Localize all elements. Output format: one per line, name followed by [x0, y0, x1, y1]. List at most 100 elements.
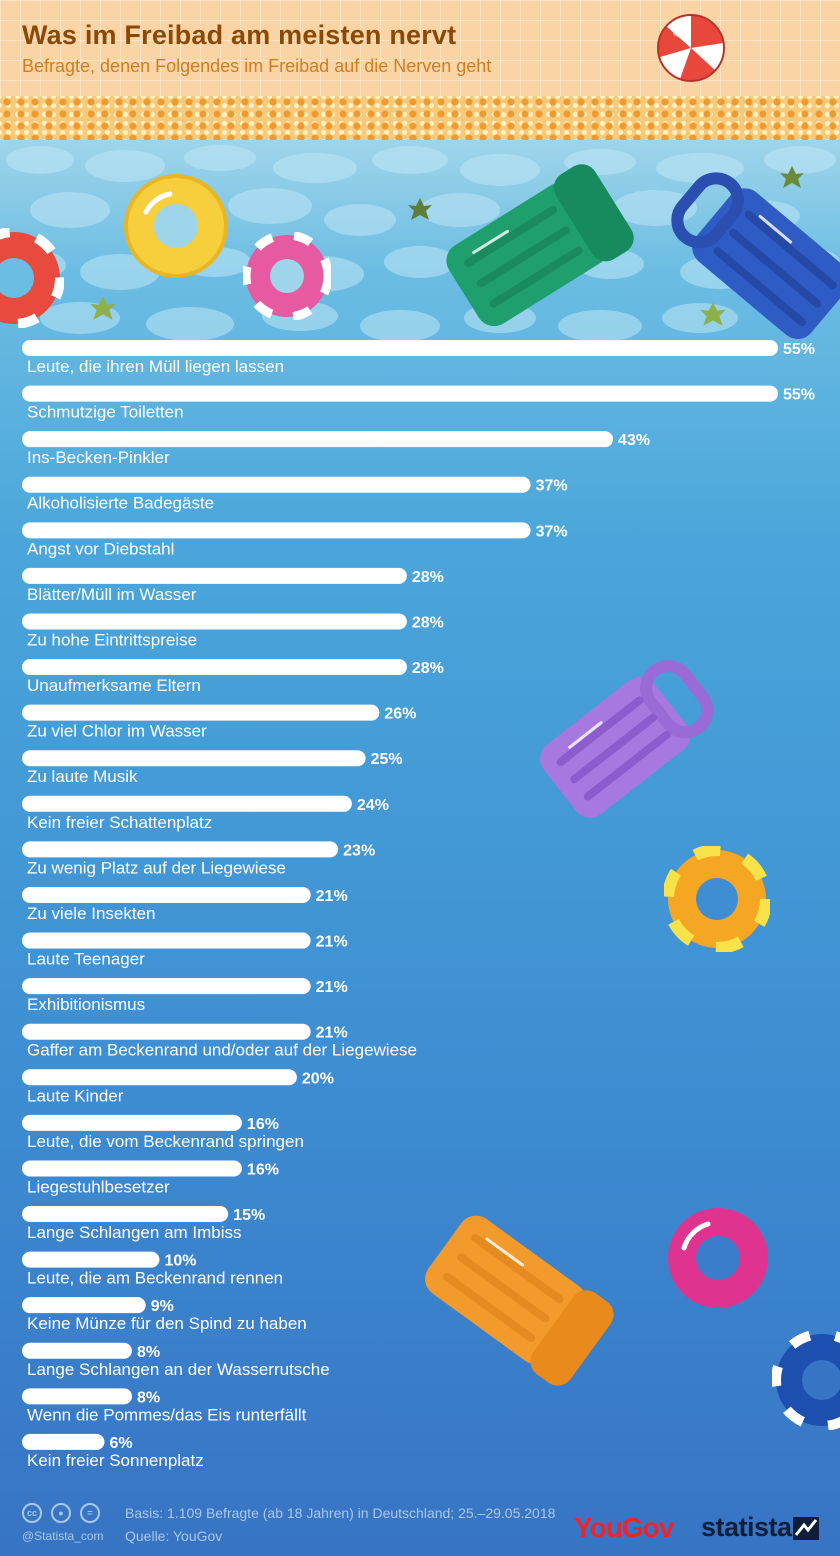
category-label-1: Schmutzige Toiletten	[27, 403, 184, 422]
category-label-14: Exhibitionismus	[27, 995, 145, 1014]
category-label-20: Leute, die am Beckenrand rennen	[27, 1269, 283, 1288]
swim-ring-blue-icon	[772, 1330, 840, 1430]
value-label-21: 9%	[151, 1298, 174, 1315]
source-note: Quelle: YouGov	[125, 1528, 223, 1544]
leaf-icon	[90, 296, 116, 320]
value-label-14: 21%	[316, 979, 348, 996]
air-mattress-orange-icon	[425, 1215, 614, 1386]
value-label-5: 28%	[412, 569, 444, 586]
value-label-4: 37%	[536, 523, 568, 540]
value-label-22: 8%	[137, 1344, 160, 1361]
value-label-15: 21%	[316, 1025, 348, 1042]
statista-logo[interactable]: statista	[701, 1512, 792, 1542]
category-label-8: Zu viel Chlor im Wasser	[27, 722, 207, 741]
value-label-17: 16%	[247, 1116, 279, 1133]
category-label-22: Lange Schlangen an der Wasserrutsche	[27, 1360, 330, 1379]
bar-17	[22, 1114, 242, 1131]
category-label-19: Lange Schlangen am Imbiss	[27, 1223, 242, 1242]
swim-ring-yellow-icon	[124, 174, 228, 278]
leaf-icon	[408, 198, 432, 220]
value-label-24: 6%	[109, 1435, 132, 1452]
value-label-6: 28%	[412, 614, 444, 631]
value-label-7: 28%	[412, 660, 444, 677]
swim-ring-magenta-icon	[668, 1208, 768, 1308]
no-derivatives-icon: =	[80, 1503, 100, 1523]
bar-7	[22, 659, 407, 676]
swim-ring-orange-icon	[664, 846, 770, 952]
cc-icon: cc	[22, 1503, 42, 1523]
category-label-23: Wenn die Pommes/das Eis runterfällt	[27, 1405, 307, 1424]
category-label-13: Laute Teenager	[27, 950, 145, 969]
air-mattress-purple-icon	[540, 660, 714, 818]
header-tiles: Was im Freibad am meisten nervt Befragte…	[0, 0, 840, 100]
leaf-icon	[780, 166, 804, 188]
category-label-9: Zu laute Musik	[27, 767, 138, 786]
bar-23	[22, 1388, 132, 1405]
category-label-16: Laute Kinder	[27, 1086, 124, 1105]
bar-10	[22, 795, 352, 812]
category-label-15: Gaffer am Beckenrand und/oder auf der Li…	[27, 1041, 417, 1060]
bar-11	[22, 841, 339, 858]
category-label-18: Liegestuhlbesetzer	[27, 1177, 170, 1196]
statista-handle[interactable]: @Statista_com	[22, 1529, 104, 1543]
category-label-2: Ins-Becken-Pinkler	[27, 448, 170, 467]
bar-22	[22, 1342, 132, 1359]
bar-12	[22, 886, 311, 903]
value-label-0: 55%	[783, 341, 815, 358]
bar-chart: 55% Leute, die ihren Müll liegen lassen 55…	[22, 340, 815, 1470]
category-label-3: Alkoholisierte Badegäste	[27, 494, 214, 513]
bar-18	[22, 1160, 242, 1177]
category-label-11: Zu wenig Platz auf der Liegewiese	[27, 858, 286, 877]
bar-2	[22, 431, 614, 448]
value-label-8: 26%	[384, 706, 416, 723]
value-label-18: 16%	[247, 1161, 279, 1178]
category-label-24: Kein freier Sonnenplatz	[27, 1451, 204, 1470]
statista-logo-mark-icon	[793, 1517, 819, 1540]
attribution-icon: ●	[51, 1503, 71, 1523]
bar-9	[22, 750, 366, 767]
swim-ring-red-icon	[0, 228, 64, 328]
page-title: Was im Freibad am meisten nervt	[22, 20, 457, 50]
value-label-23: 8%	[137, 1389, 160, 1406]
swim-ring-pink-icon	[243, 232, 331, 320]
bar-6	[22, 613, 407, 630]
bar-4	[22, 522, 531, 539]
value-label-13: 21%	[316, 934, 348, 951]
pool-edge-mosaic	[0, 96, 840, 142]
bar-21	[22, 1297, 146, 1314]
category-label-7: Unaufmerksame Eltern	[27, 676, 201, 695]
creative-commons-icons: cc ● =	[22, 1503, 102, 1525]
category-label-6: Zu hohe Eintrittspreise	[27, 630, 197, 649]
bar-0	[22, 340, 778, 356]
survey-basis: Basis: 1.109 Befragte (ab 18 Jahren) in …	[125, 1505, 556, 1521]
category-label-12: Zu viele Insekten	[27, 904, 156, 923]
yougov-logo[interactable]: YouGov	[574, 1512, 674, 1543]
bar-15	[22, 1023, 311, 1040]
bar-19	[22, 1206, 229, 1223]
bar-8	[22, 704, 380, 721]
value-label-3: 37%	[536, 478, 568, 495]
category-label-17: Leute, die vom Beckenrand springen	[27, 1132, 304, 1151]
beach-ball-icon	[657, 14, 725, 82]
bar-5	[22, 567, 407, 584]
value-label-2: 43%	[618, 432, 650, 449]
bar-16	[22, 1069, 297, 1086]
bar-24	[22, 1433, 105, 1450]
category-label-0: Leute, die ihren Müll liegen lassen	[27, 357, 284, 376]
value-label-20: 10%	[164, 1253, 196, 1270]
air-mattress-blue-icon	[671, 172, 840, 339]
category-label-5: Blätter/Müll im Wasser	[27, 585, 197, 604]
category-label-21: Keine Münze für den Spind zu haben	[27, 1314, 307, 1333]
bar-20	[22, 1251, 160, 1268]
value-label-1: 55%	[783, 387, 815, 404]
page-subtitle: Befragte, denen Folgendes im Freibad auf…	[22, 56, 492, 76]
category-label-10: Kein freier Schattenplatz	[27, 813, 212, 832]
bar-3	[22, 476, 531, 493]
leaf-icon	[700, 302, 726, 326]
bar-14	[22, 978, 311, 995]
value-label-10: 24%	[357, 797, 389, 814]
air-mattress-green-icon	[446, 164, 634, 327]
bar-13	[22, 932, 311, 949]
value-label-19: 15%	[233, 1207, 265, 1224]
